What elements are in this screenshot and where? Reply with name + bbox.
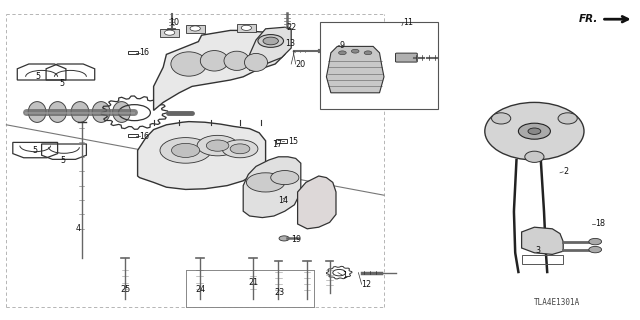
Ellipse shape [244, 53, 268, 71]
Circle shape [263, 37, 278, 45]
Ellipse shape [492, 113, 511, 124]
Circle shape [258, 35, 284, 47]
Bar [320, 22, 438, 109]
Text: 5: 5 [35, 72, 40, 81]
Polygon shape [138, 122, 266, 189]
Ellipse shape [558, 113, 577, 124]
Bar [522, 255, 563, 264]
Text: 12: 12 [362, 280, 372, 289]
Circle shape [589, 238, 602, 245]
Circle shape [279, 236, 289, 241]
Polygon shape [186, 25, 205, 33]
Text: FR.: FR. [579, 13, 598, 24]
Text: 21: 21 [248, 278, 259, 287]
Text: 15: 15 [288, 137, 298, 146]
Bar [269, 196, 279, 200]
Circle shape [172, 143, 200, 157]
Polygon shape [298, 176, 336, 229]
Polygon shape [250, 27, 291, 70]
Text: 5: 5 [59, 79, 64, 88]
Circle shape [246, 173, 285, 192]
Ellipse shape [92, 102, 110, 123]
Circle shape [528, 128, 541, 134]
Bar [128, 51, 138, 54]
Text: 13: 13 [285, 39, 295, 48]
Circle shape [164, 30, 175, 35]
Circle shape [190, 26, 200, 31]
Polygon shape [522, 227, 563, 254]
Text: 20: 20 [296, 60, 306, 68]
Polygon shape [237, 24, 256, 32]
Text: 16: 16 [140, 48, 150, 57]
Text: 9: 9 [339, 41, 344, 50]
Text: 22: 22 [287, 23, 297, 32]
Text: 2: 2 [563, 167, 568, 176]
Circle shape [222, 140, 258, 158]
Text: 17: 17 [272, 140, 282, 149]
Ellipse shape [71, 102, 89, 123]
Text: 16: 16 [140, 132, 150, 140]
Text: 19: 19 [291, 236, 301, 244]
Ellipse shape [485, 102, 584, 160]
Bar [128, 134, 138, 137]
Circle shape [241, 25, 252, 30]
Circle shape [589, 246, 602, 253]
Ellipse shape [171, 52, 207, 76]
Circle shape [230, 144, 250, 154]
Bar [276, 140, 287, 143]
Text: 1: 1 [342, 271, 348, 280]
Text: 24: 24 [195, 285, 205, 294]
Circle shape [518, 123, 550, 139]
Bar [241, 142, 252, 145]
Circle shape [364, 51, 372, 55]
Ellipse shape [28, 102, 46, 123]
Text: 5: 5 [61, 156, 66, 164]
Text: 3: 3 [535, 246, 540, 255]
Ellipse shape [525, 151, 544, 163]
Text: 5: 5 [32, 146, 37, 155]
Text: 25: 25 [120, 285, 131, 294]
Text: 4: 4 [76, 224, 81, 233]
Ellipse shape [49, 102, 67, 123]
Polygon shape [326, 46, 384, 93]
Polygon shape [160, 29, 179, 37]
Ellipse shape [113, 102, 131, 123]
Circle shape [206, 140, 229, 151]
FancyBboxPatch shape [396, 53, 417, 62]
Polygon shape [154, 30, 285, 110]
Text: 14: 14 [278, 196, 289, 204]
Circle shape [339, 51, 346, 55]
Circle shape [160, 138, 211, 163]
Circle shape [351, 49, 359, 53]
Circle shape [271, 171, 299, 185]
Polygon shape [243, 157, 301, 218]
Ellipse shape [224, 51, 250, 70]
Ellipse shape [200, 51, 228, 71]
Circle shape [197, 135, 238, 156]
Text: 23: 23 [274, 288, 284, 297]
Text: 18: 18 [595, 220, 605, 228]
Text: 11: 11 [403, 18, 413, 27]
Text: 10: 10 [170, 18, 180, 27]
Text: TLA4E1301A: TLA4E1301A [534, 298, 580, 307]
